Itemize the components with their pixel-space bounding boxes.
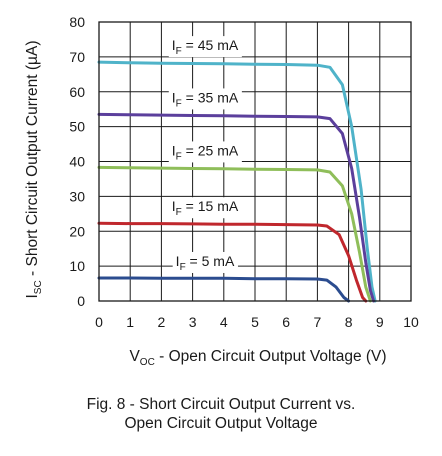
y-tick-labels: 0 10 20 30 40 50 60 70 80 (69, 14, 85, 309)
x-axis-title: VOC - Open Circuit Output Voltage (V) (129, 348, 386, 368)
x-tick-label: 9 (376, 314, 384, 330)
x-tick-label: 3 (189, 314, 197, 330)
grid (99, 22, 411, 301)
curve-label-background (168, 88, 242, 110)
x-tick-label: 2 (158, 314, 166, 330)
y-tick-label: 20 (69, 223, 85, 239)
y-tick-label: 80 (69, 14, 85, 30)
x-tick-label: 1 (126, 314, 134, 330)
y-tick-label: 60 (69, 84, 85, 100)
curve-label: IF = 45 mA (172, 37, 239, 57)
data-curves (97, 60, 377, 303)
curve-label: IF = 5 mA (176, 253, 235, 273)
x-tick-label: 5 (251, 314, 259, 330)
caption-line-2: Open Circuit Output Voltage (124, 415, 318, 432)
y-tick-label: 30 (69, 188, 85, 204)
curve-label-background (168, 141, 242, 163)
x-tick-label: 7 (314, 314, 322, 330)
series-line (97, 165, 372, 303)
x-tick-labels: 0 1 2 3 4 5 6 7 8 9 10 (95, 314, 419, 330)
x-tick-label: 4 (220, 314, 228, 330)
curve-labels: IF = 45 mA IF = 35 mA IF = 25 mA IF = 15 mA… (168, 36, 242, 273)
x-tick-label: 0 (95, 314, 103, 330)
x-tick-label: 6 (282, 314, 290, 330)
curve-label-background (172, 251, 238, 273)
curve-label: IF = 25 mA (172, 142, 239, 162)
series-line (97, 112, 376, 303)
y-tick-label: 40 (69, 154, 85, 170)
y-tick-label: 0 (77, 293, 85, 309)
y-tick-label: 70 (69, 49, 85, 65)
x-tick-label: 10 (403, 314, 419, 330)
caption-line-1: Fig. 8 - Short Circuit Output Current vs… (86, 396, 356, 413)
series-line (97, 60, 377, 303)
curve-label: IF = 35 mA (172, 89, 239, 109)
curve-label-background (168, 197, 242, 219)
series-line (97, 221, 368, 303)
curve-label-background (168, 36, 242, 58)
x-tick-label: 8 (345, 314, 353, 330)
plot-frame (98, 21, 412, 302)
y-tick-label: 10 (69, 258, 85, 274)
chart: IF = 45 mA IF = 35 mA IF = 25 mA IF = 15 mA… (24, 14, 419, 368)
curve-label: IF = 15 mA (172, 198, 239, 218)
y-axis-title: ISC - Short Circuit Output Current (µA) (24, 41, 44, 299)
figure-caption: Fig. 8 - Short Circuit Output Current vs… (0, 395, 442, 433)
series-line (97, 276, 351, 303)
y-tick-label: 50 (69, 119, 85, 135)
